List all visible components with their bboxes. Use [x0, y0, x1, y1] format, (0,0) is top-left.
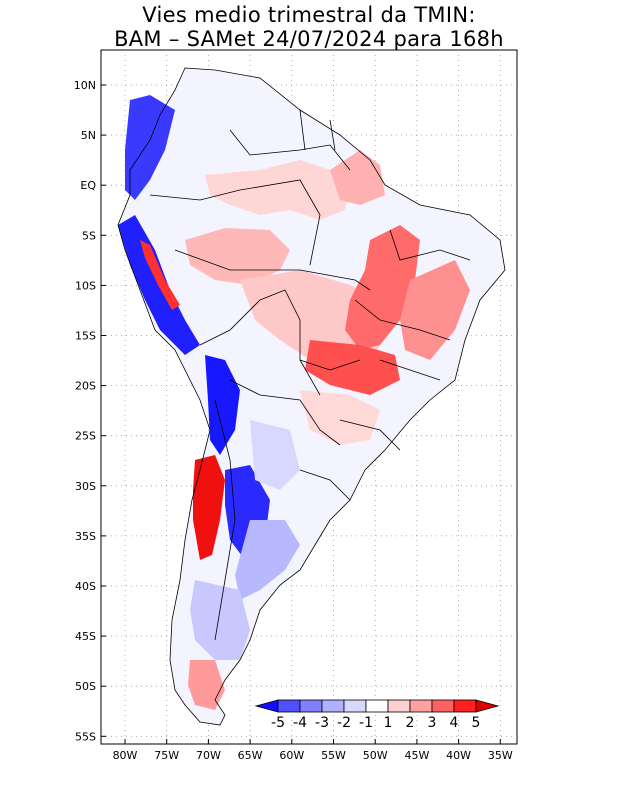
colorbar-level-label: 5 [472, 715, 481, 731]
lon-tick-label: 40W [446, 749, 471, 762]
lon-tick-label: 35W [488, 749, 513, 762]
lat-tick-label: 40S [75, 580, 96, 593]
colorbar-level-label: -5 [271, 715, 285, 731]
colorbar-level-label: -2 [337, 715, 351, 731]
colorbar-level-label: 1 [384, 715, 393, 731]
colorbar-level-label: 3 [428, 715, 437, 731]
colorbar-level-label: -3 [315, 715, 329, 731]
lon-tick-label: 45W [404, 749, 429, 762]
colorbar: -5 -4 -3 -2 -1 1 2 3 4 5 [254, 699, 500, 731]
lat-tick-label: 20S [75, 380, 96, 393]
lat-tick-label: 5N [81, 129, 96, 142]
bias-patch-west-amazon-red [185, 228, 290, 285]
lat-tick-label: 15S [75, 330, 96, 343]
lon-tick-label: 60W [279, 749, 304, 762]
bias-patch-north-red [205, 160, 350, 220]
colorbar-bin [409, 699, 433, 713]
bias-patch-patagonia-lightblue [190, 580, 250, 660]
lat-tick-label: 10N [74, 79, 96, 92]
lat-tick-label: 30S [75, 480, 96, 493]
lat-tick-label: 35S [75, 530, 96, 543]
bias-patch-andes-peru-red [140, 240, 180, 310]
bias-patch-south-pink [300, 390, 380, 445]
lon-tick-label: 80W [113, 749, 138, 762]
map-title-line2: BAM – SAMet 24/07/2024 para 168h [114, 27, 504, 51]
colorbar-bin [365, 699, 389, 713]
colorbar-bin [343, 699, 367, 713]
colorbar-bin [453, 699, 477, 713]
lat-tick-label: EQ [80, 179, 96, 192]
lat-tick-label: 5S [82, 229, 96, 242]
lon-tick-label: 70W [196, 749, 221, 762]
colorbar-level-label: 2 [406, 715, 415, 731]
bias-patch-argentina-lightblue [235, 520, 300, 600]
lon-tick-label: 50W [363, 749, 388, 762]
colorbar-level-label: -4 [293, 715, 307, 731]
colorbar-level-label: -1 [359, 715, 373, 731]
bias-patch-brazil-strong-red [345, 225, 420, 350]
colorbar-bin [299, 699, 323, 713]
lat-tick-label: 10S [75, 279, 96, 292]
lat-tick-label: 55S [75, 730, 96, 743]
lat-tick-label: 25S [75, 430, 96, 443]
bias-patch-cerrado-red [305, 340, 400, 395]
bias-patch-chaco-lightblue [250, 420, 300, 490]
bias-patch-chile-north-blue [205, 355, 240, 455]
colorbar-bin [277, 699, 301, 713]
colorbar-bin [387, 699, 411, 713]
bias-patch-chile-red [193, 455, 225, 560]
colorbar-level-label: 4 [450, 715, 459, 731]
lat-tick-label: 50S [75, 680, 96, 693]
country-borders [117, 67, 506, 726]
map-title-line1: Vies medio trimestral da TMIN: [142, 3, 476, 27]
colorbar-arrow-high [475, 699, 500, 713]
bias-patch-east-red [400, 260, 470, 360]
lon-tick-label: 55W [321, 749, 346, 762]
colorbar-bin [321, 699, 345, 713]
colorbar-bin [431, 699, 455, 713]
lon-tick-label: 75W [154, 749, 179, 762]
bias-field [118, 68, 505, 725]
bias-patch-andes-north-blue [125, 95, 175, 200]
lon-tick-label: 65W [238, 749, 263, 762]
lat-tick-label: 45S [75, 630, 96, 643]
axis-labels: 10N 5N EQ 5S 10S 15S 20S 25S 30S 35S 40S 45S 50S 55S 8… [74, 79, 513, 762]
bias-patch-patagonia-red [188, 660, 225, 710]
bias-patch-northeast-red [330, 150, 385, 205]
